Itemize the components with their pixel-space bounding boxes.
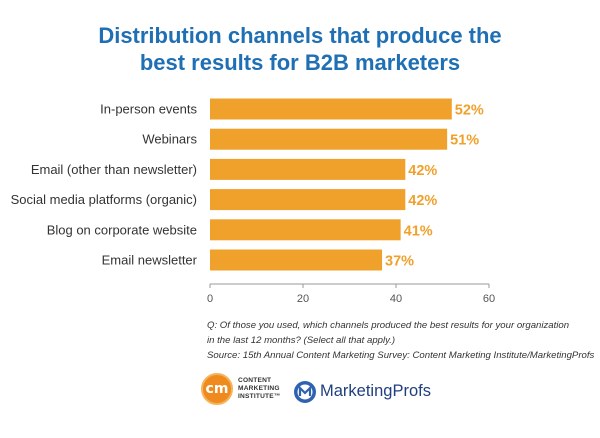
data-label: 42%: [408, 163, 437, 179]
cmi-wordmark-line: MARKETING: [238, 385, 280, 392]
cmi-wordmark-line: CONTENT: [238, 377, 272, 384]
cmi-wordmark-line: INSTITUTE™: [238, 393, 281, 400]
category-label: Blog on corporate website: [47, 222, 197, 237]
x-tick-label: 20: [297, 293, 309, 305]
cmi-logo: cm CONTENT MARKETING INSTITUTE™: [201, 373, 311, 407]
bar: [210, 158, 406, 180]
chart-notes: Q: Of those you used, which channels pro…: [207, 318, 595, 363]
data-label: 51%: [450, 133, 479, 149]
chart-title-line-1: Distribution channels that produce the: [98, 23, 502, 48]
data-label: 52%: [455, 103, 484, 119]
category-label: Webinars: [142, 132, 197, 147]
marketingprofs-logo: MarketingProfs: [293, 378, 431, 406]
x-tick-label: 40: [390, 293, 402, 305]
marketingprofs-icon: [294, 381, 316, 403]
category-label: Email newsletter: [102, 253, 198, 268]
source-note: Source: 15th Annual Content Marketing Su…: [207, 350, 595, 361]
category-label: In-person events: [100, 102, 197, 117]
x-tick-label: 0: [207, 293, 213, 305]
data-label: 41%: [404, 223, 433, 239]
category-label: Email (other than newsletter): [31, 162, 197, 177]
chart-title-line-2: best results for B2B marketers: [139, 50, 461, 75]
marketingprofs-wordmark: MarketingProfs: [320, 382, 431, 400]
survey-question-line-1: Q: Of those you used, which channels pro…: [207, 320, 570, 331]
bar: [210, 128, 448, 150]
category-label: Social media platforms (organic): [11, 192, 197, 207]
cmi-badge-icon: cm: [201, 373, 233, 405]
data-label: 42%: [408, 193, 437, 209]
data-label: 37%: [385, 254, 414, 270]
bar: [210, 98, 452, 120]
bar: [210, 249, 383, 271]
cmi-wordmark: CONTENT MARKETING INSTITUTE™: [238, 377, 281, 401]
bar: [210, 189, 406, 211]
chart-title: Distribution channels that produce the b…: [0, 22, 600, 76]
bar: [210, 219, 401, 241]
x-tick-label: 60: [483, 293, 495, 305]
survey-question-line-2: in the last 12 months? (Select all that …: [207, 335, 396, 346]
